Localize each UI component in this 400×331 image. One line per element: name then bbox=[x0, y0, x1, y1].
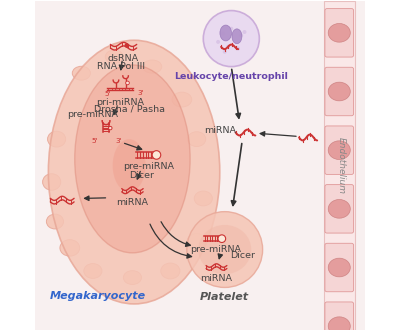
Text: Endothelium: Endothelium bbox=[336, 137, 346, 194]
Ellipse shape bbox=[328, 317, 350, 331]
Ellipse shape bbox=[60, 240, 80, 256]
Ellipse shape bbox=[48, 131, 66, 147]
Circle shape bbox=[216, 40, 220, 44]
FancyBboxPatch shape bbox=[35, 1, 365, 330]
Text: Megakaryocyte: Megakaryocyte bbox=[50, 291, 146, 301]
Ellipse shape bbox=[46, 214, 64, 229]
Circle shape bbox=[239, 33, 243, 37]
Text: pre-miRNA: pre-miRNA bbox=[67, 110, 118, 119]
Ellipse shape bbox=[105, 50, 123, 63]
Ellipse shape bbox=[172, 92, 192, 107]
FancyBboxPatch shape bbox=[325, 67, 354, 116]
Text: pre-miRNA: pre-miRNA bbox=[124, 162, 174, 171]
Circle shape bbox=[126, 81, 129, 85]
Ellipse shape bbox=[328, 258, 350, 277]
Circle shape bbox=[152, 151, 161, 159]
Text: Dicer: Dicer bbox=[129, 171, 154, 180]
Ellipse shape bbox=[198, 225, 251, 274]
FancyBboxPatch shape bbox=[325, 302, 354, 331]
Ellipse shape bbox=[143, 60, 162, 73]
Text: Drosha / Pasha: Drosha / Pasha bbox=[94, 104, 165, 113]
Circle shape bbox=[108, 126, 112, 130]
Ellipse shape bbox=[220, 25, 232, 41]
FancyBboxPatch shape bbox=[325, 243, 354, 292]
FancyBboxPatch shape bbox=[325, 126, 354, 174]
Ellipse shape bbox=[187, 212, 263, 287]
Circle shape bbox=[221, 32, 225, 36]
Ellipse shape bbox=[72, 66, 90, 80]
Text: 3': 3' bbox=[115, 138, 122, 144]
Ellipse shape bbox=[161, 263, 180, 279]
FancyBboxPatch shape bbox=[325, 9, 354, 57]
Circle shape bbox=[229, 27, 233, 31]
Text: Leukocyte/neutrophil: Leukocyte/neutrophil bbox=[174, 71, 288, 80]
Ellipse shape bbox=[48, 40, 220, 304]
Text: 3': 3' bbox=[137, 90, 144, 96]
Circle shape bbox=[226, 45, 230, 49]
Text: miRNA: miRNA bbox=[200, 274, 232, 283]
Circle shape bbox=[223, 50, 227, 54]
Circle shape bbox=[236, 47, 240, 50]
Text: Platelet: Platelet bbox=[200, 292, 249, 303]
Text: Dicer: Dicer bbox=[230, 251, 255, 260]
Circle shape bbox=[203, 11, 259, 67]
Text: miRNA: miRNA bbox=[204, 126, 236, 135]
Text: RNA Pol III: RNA Pol III bbox=[97, 62, 145, 71]
Ellipse shape bbox=[123, 271, 142, 284]
Ellipse shape bbox=[187, 233, 206, 249]
Ellipse shape bbox=[232, 29, 242, 44]
Circle shape bbox=[218, 235, 226, 243]
Text: miRNA: miRNA bbox=[116, 198, 148, 207]
Ellipse shape bbox=[194, 191, 212, 206]
Ellipse shape bbox=[84, 263, 102, 278]
Ellipse shape bbox=[113, 139, 146, 192]
Text: 5': 5' bbox=[92, 138, 98, 144]
FancyBboxPatch shape bbox=[325, 185, 354, 233]
Ellipse shape bbox=[75, 65, 190, 253]
Text: dsRNA: dsRNA bbox=[108, 54, 139, 63]
Ellipse shape bbox=[188, 132, 206, 147]
FancyBboxPatch shape bbox=[324, 1, 355, 330]
Ellipse shape bbox=[328, 141, 350, 160]
Ellipse shape bbox=[328, 24, 350, 42]
Ellipse shape bbox=[328, 200, 350, 218]
Ellipse shape bbox=[328, 82, 350, 101]
Text: 5': 5' bbox=[104, 91, 111, 97]
Circle shape bbox=[242, 30, 246, 34]
Text: pre-miRNA: pre-miRNA bbox=[190, 245, 241, 254]
Circle shape bbox=[124, 43, 129, 48]
Text: pri-miRNA: pri-miRNA bbox=[96, 98, 144, 107]
Ellipse shape bbox=[43, 174, 61, 190]
